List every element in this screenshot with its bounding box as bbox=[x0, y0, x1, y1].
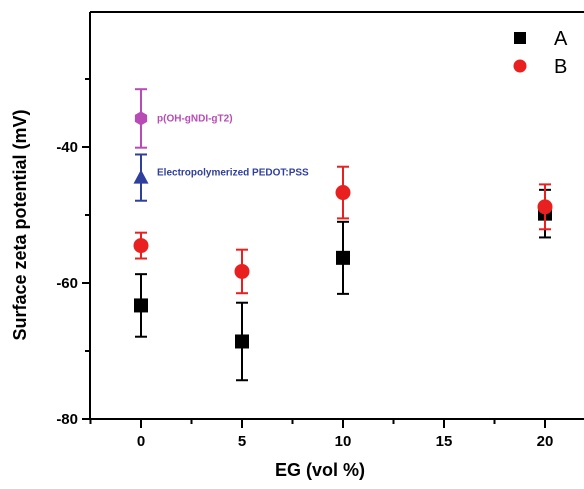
series-b-point bbox=[133, 238, 149, 254]
legend-marker-a bbox=[514, 32, 526, 44]
series-a-point bbox=[235, 334, 249, 349]
pedot-pss-point bbox=[133, 169, 149, 184]
series-a-point bbox=[336, 250, 350, 265]
plot-frame bbox=[89, 11, 584, 420]
x-tick-label: 20 bbox=[537, 433, 554, 450]
axis-ticks: 0 5 10 15 20 -40 -60 -80 bbox=[56, 78, 554, 450]
legend-label-b: B bbox=[554, 56, 567, 78]
pedot-pss-label: Electropolymerized PEDOT:PSS bbox=[157, 168, 309, 179]
y-tick-label: -80 bbox=[56, 411, 78, 428]
legend-item-a: A bbox=[514, 28, 568, 50]
p-oh-gndi-gt2-point bbox=[134, 111, 148, 126]
series-b-point bbox=[234, 263, 250, 279]
series-a-point bbox=[134, 298, 148, 313]
y-axis-title: Surface zeta potential (mV) bbox=[10, 109, 30, 340]
x-tick-label: 10 bbox=[335, 433, 352, 450]
legend-label-a: A bbox=[554, 28, 568, 50]
legend-marker-b bbox=[513, 59, 527, 73]
data-marks: p(OH-gNDI-gT2) Electropolymerized PEDOT:P… bbox=[133, 88, 553, 382]
legend-item-b: B bbox=[513, 56, 567, 78]
x-tick-label: 15 bbox=[436, 433, 453, 450]
y-tick-label: -40 bbox=[56, 139, 78, 156]
x-tick-label: 0 bbox=[137, 433, 145, 450]
x-axis-title: EG (vol %) bbox=[275, 460, 365, 480]
y-tick-label: -60 bbox=[56, 275, 78, 292]
series-b-point bbox=[537, 199, 553, 215]
x-tick-label: 5 bbox=[238, 433, 246, 450]
legend: AB bbox=[513, 28, 568, 78]
p-oh-gndi-gt2-label: p(OH-gNDI-gT2) bbox=[157, 113, 233, 124]
series-b-point bbox=[335, 185, 351, 201]
